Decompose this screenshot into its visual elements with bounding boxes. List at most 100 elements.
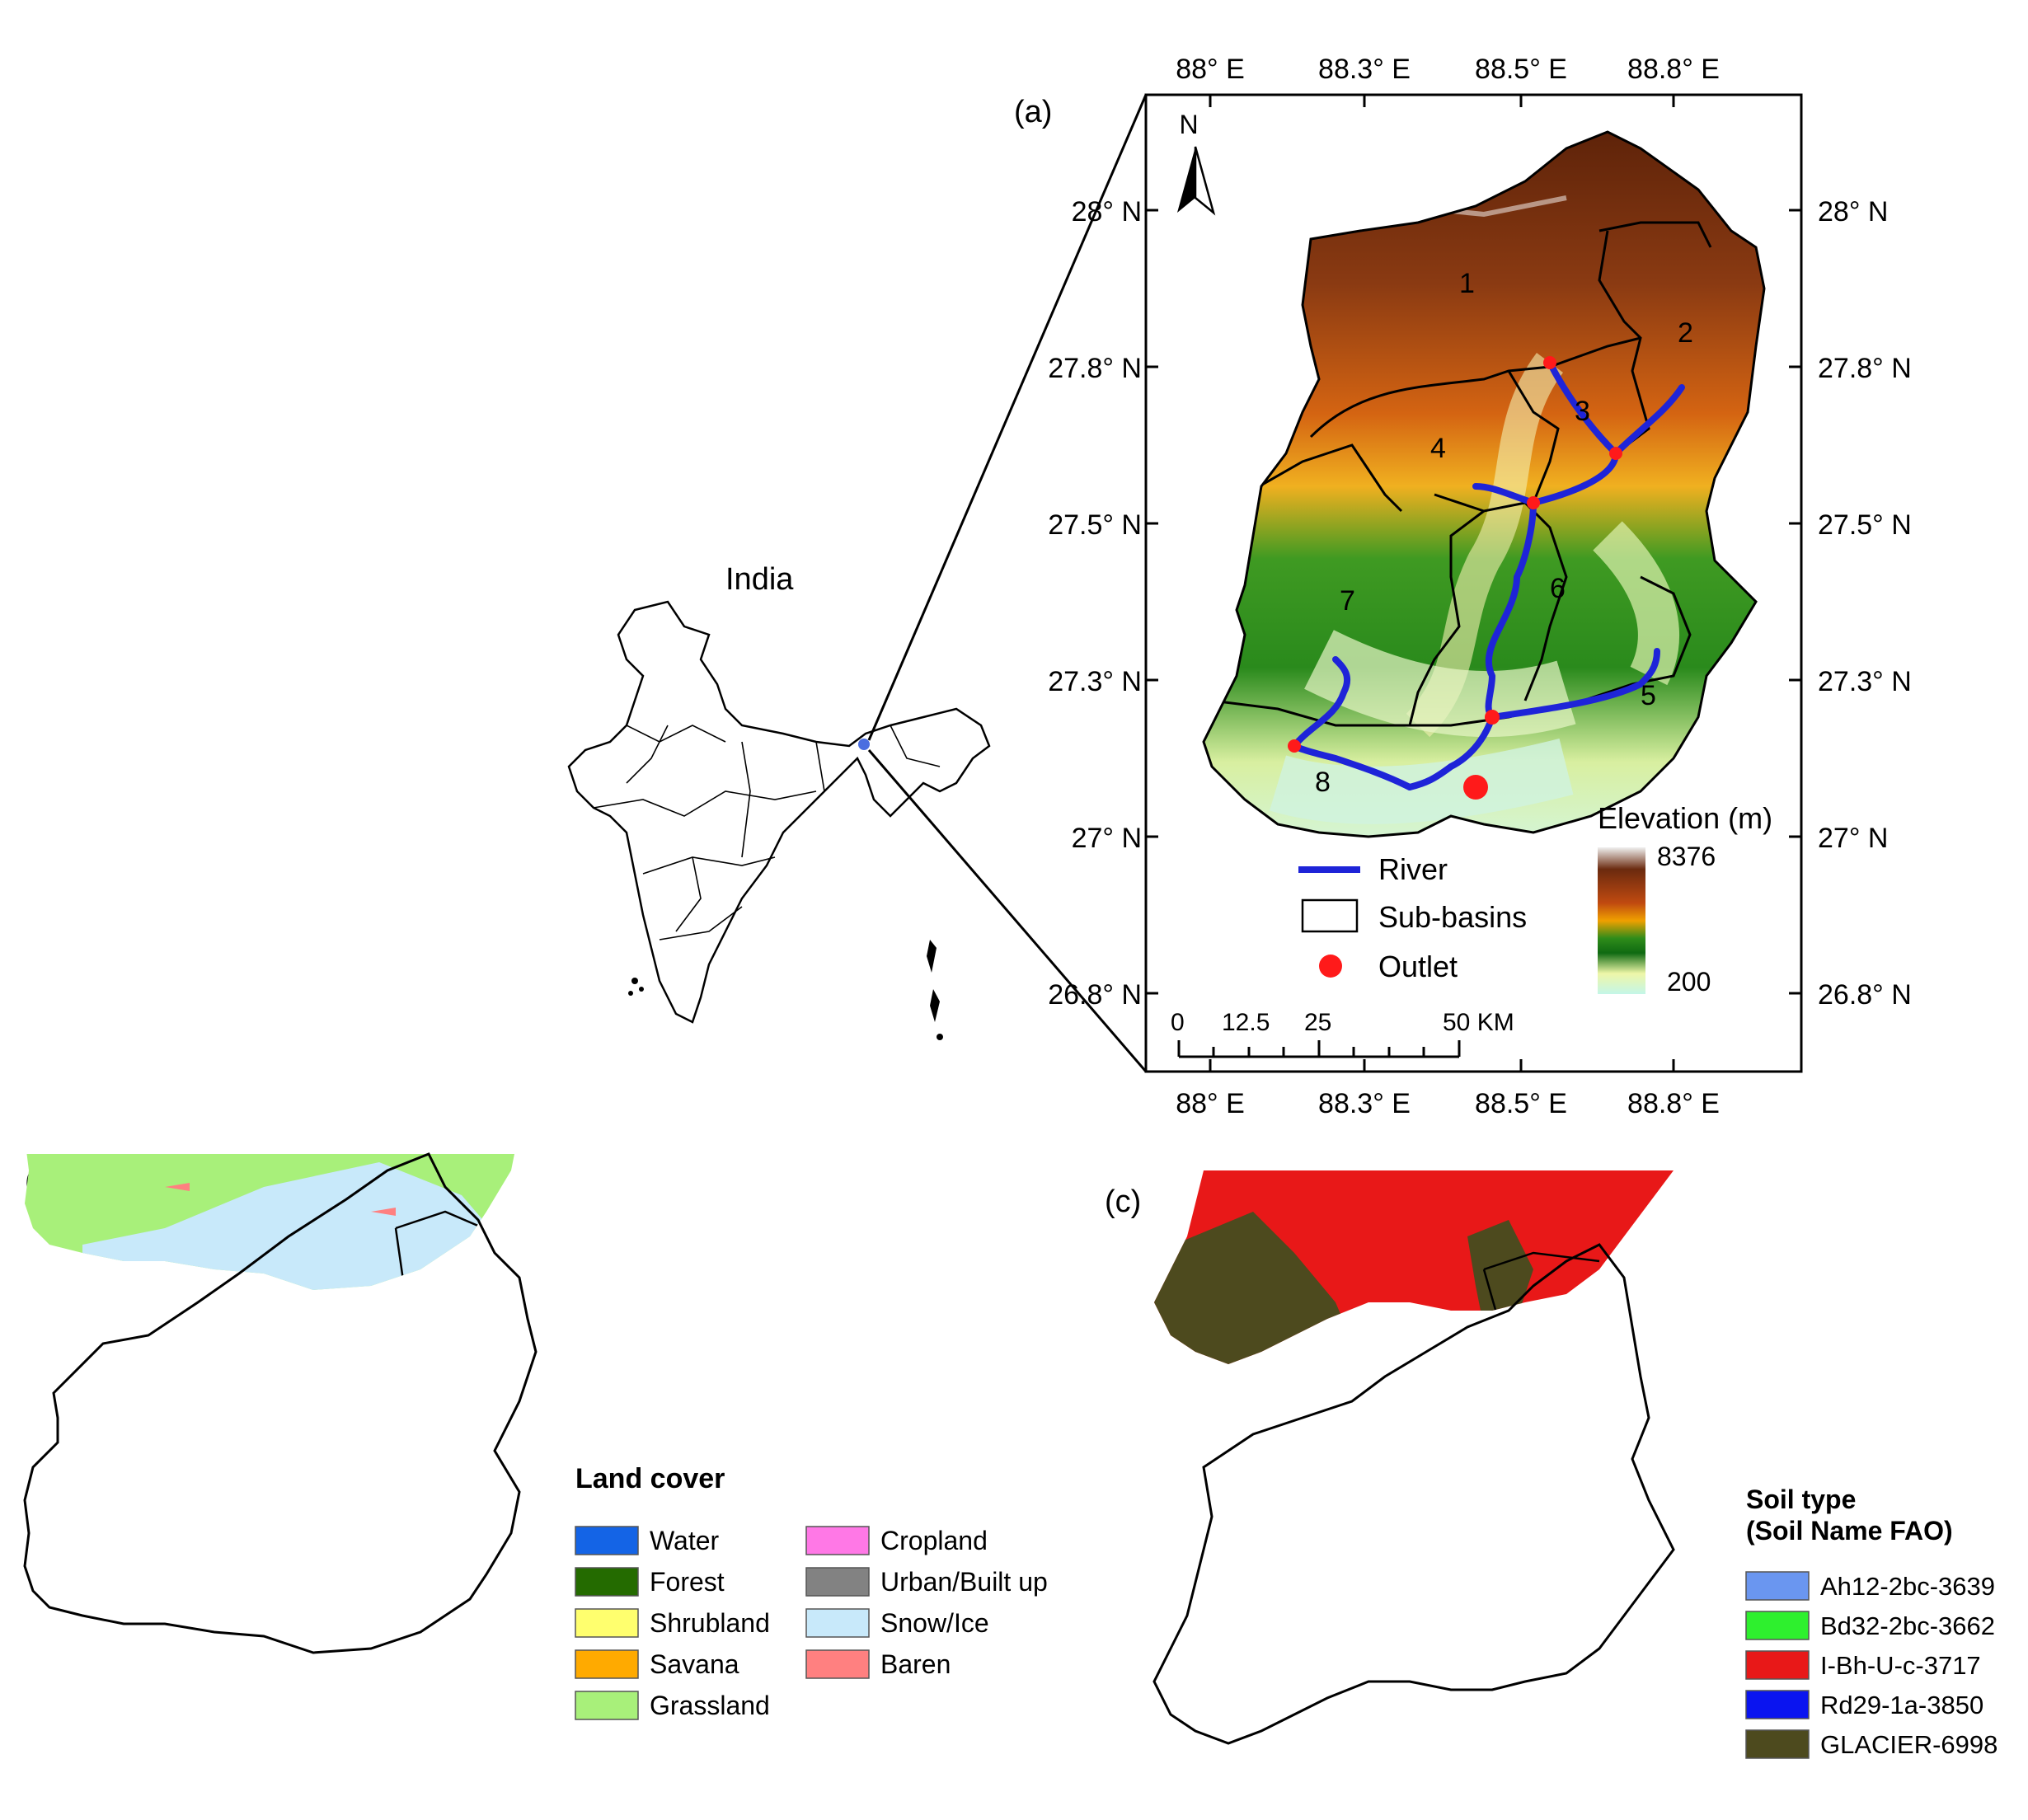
savana-patches: [165, 1562, 449, 1688]
latitude-ticks: 28° N 27.8° N 27.5° N 27.3° N 27° N 26.8…: [1048, 196, 1912, 1011]
soil-label-ibhu: I-Bh-U-c-3717: [1820, 1651, 1981, 1680]
subbasin-label: 4: [1430, 433, 1446, 464]
lat-tick-left: 27.3° N: [1048, 666, 1142, 697]
legend-label-urban: Urban/Built up: [880, 1567, 1048, 1597]
lat-tick-right: 26.8° N: [1818, 979, 1912, 1011]
soil-legend-title: Soil type: [1746, 1485, 1856, 1514]
legend-swatch-snow: [805, 1608, 870, 1638]
basin-outline: [1202, 130, 1766, 838]
land-cover-legend: Land cover Water Forest Shrubland Savana…: [575, 1463, 1048, 1720]
subbasin-label: 5: [1641, 680, 1656, 711]
panel-c: (c) Soil type (Soil Name FAO): [1105, 1170, 1997, 1759]
legend-label-cropland: Cropland: [880, 1526, 988, 1555]
lat-tick-left: 27.8° N: [1048, 353, 1142, 384]
state-boundaries: [593, 725, 941, 940]
land-cover-legend-title: Land cover: [575, 1463, 725, 1494]
lat-tick-right: 27° N: [1818, 823, 1888, 854]
lat-tick-left: 28° N: [1072, 196, 1142, 228]
scale-label: 25: [1304, 1009, 1331, 1036]
lon-tick-bottom: 88.8° E: [1627, 1088, 1720, 1119]
subbasin-legend-swatch: [1301, 898, 1359, 933]
map-legend: River Sub-basins Outlet Elevation (m) 83…: [1298, 801, 1772, 997]
longitude-ticks: 88° E 88.3° E 88.5° E 88.8° E 88° E 88.3…: [1176, 54, 1720, 1119]
soil-swatch-glacier: [1745, 1729, 1810, 1759]
subbasin-label: 1: [1459, 268, 1475, 299]
soil-swatch-rd29: [1745, 1690, 1810, 1719]
river-legend-label: River: [1378, 852, 1448, 886]
outlet-legend-swatch: [1319, 955, 1342, 978]
lat-tick-right: 27.8° N: [1818, 353, 1912, 384]
baren-patches: [165, 1183, 396, 1216]
zoom-line-top: [867, 94, 1148, 741]
lon-tick-top: 88.3° E: [1318, 54, 1411, 85]
legend-label-forest: Forest: [650, 1567, 725, 1597]
scale-label: 12.5: [1222, 1009, 1270, 1036]
india-inset: India: [567, 94, 1148, 1072]
elevation-legend-title: Elevation (m): [1598, 801, 1772, 835]
soil-swatch-bd32: [1745, 1611, 1810, 1640]
north-arrow-icon: N: [1177, 110, 1216, 216]
land-cover-raster: [25, 1154, 536, 1688]
scale-label: 0: [1171, 1009, 1185, 1036]
legend-label-baren: Baren: [880, 1649, 951, 1679]
lat-tick-left: 27° N: [1072, 823, 1142, 854]
soil-swatch-ah12: [1745, 1571, 1810, 1601]
lon-tick-top: 88° E: [1176, 54, 1245, 85]
subbasin-legend-label: Sub-basins: [1378, 900, 1527, 934]
soil-legend: Soil type (Soil Name FAO) Ah12-2bc-3639 …: [1745, 1485, 1997, 1759]
main-outlet: [1463, 775, 1488, 800]
scale-bar: 0 12.5 25 50 KM: [1171, 1009, 1514, 1058]
subbasin-label: 6: [1550, 573, 1566, 604]
scale-label: 50 KM: [1443, 1009, 1514, 1036]
soil-outline: [1152, 1243, 1675, 1745]
legend-swatch-baren: [805, 1649, 870, 1679]
lon-tick-top: 88.8° E: [1627, 54, 1720, 85]
lon-tick-top: 88.5° E: [1475, 54, 1567, 85]
soil-raster: [1154, 1170, 1674, 1364]
legend-label-shrubland: Shrubland: [650, 1608, 770, 1638]
islands: [628, 940, 943, 1040]
tick-marks: [1146, 95, 1801, 1072]
lon-tick-bottom: 88.5° E: [1475, 1088, 1567, 1119]
land-cover-outline: [23, 1152, 538, 1654]
panel-a: (a): [1014, 54, 1912, 1119]
legend-label-snow: Snow/Ice: [880, 1608, 989, 1638]
subbasin-label: 8: [1315, 767, 1331, 798]
panel-a-label: (a): [1014, 95, 1052, 129]
legend-col-2: Cropland Urban/Built up Snow/Ice Baren: [805, 1526, 1048, 1679]
scale-labels: 0 12.5 25 50 KM: [1171, 1009, 1514, 1036]
legend-col-1: Water Forest Shrubland Savana Grassland: [575, 1526, 770, 1720]
land-cover-subbasins: [394, 1210, 504, 1290]
soil-legend-subtitle: (Soil Name FAO): [1746, 1516, 1953, 1546]
soil-label-glacier: GLACIER-6998: [1820, 1730, 1997, 1759]
north-label: N: [1179, 110, 1198, 139]
lat-tick-right: 28° N: [1818, 196, 1888, 228]
study-area-marker: [858, 739, 870, 750]
lat-tick-right: 27.5° N: [1818, 509, 1912, 541]
legend-swatch-cropland: [805, 1526, 870, 1555]
lat-tick-left: 27.5° N: [1048, 509, 1142, 541]
soil-label-ah12: Ah12-2bc-3639: [1820, 1572, 1995, 1601]
soil-label-bd32: Bd32-2bc-3662: [1820, 1611, 1995, 1640]
outlet-legend-label: Outlet: [1378, 950, 1458, 983]
legend-swatch-shrubland: [575, 1608, 639, 1638]
legend-swatch-savana: [575, 1649, 639, 1679]
panel-b: (b): [23, 1152, 1048, 1720]
legend-swatch-grassland: [575, 1691, 639, 1720]
zoom-line-bottom: [867, 749, 1148, 1072]
panel-c-label: (c): [1105, 1184, 1141, 1219]
india-outline: [567, 600, 991, 1024]
subbasin-label: 7: [1340, 585, 1355, 617]
subbasin-labels: 1 2 3 4 5 6 7 8: [1315, 268, 1693, 798]
legend-swatch-water: [575, 1526, 639, 1555]
elevation-colorbar: [1598, 847, 1645, 994]
lat-tick-left: 26.8° N: [1048, 979, 1142, 1011]
outlets: [1288, 356, 1622, 800]
legend-swatch-urban: [805, 1567, 870, 1597]
soil-swatch-ibhu: [1745, 1650, 1810, 1680]
legend-label-savana: Savana: [650, 1649, 739, 1679]
lat-tick-right: 27.3° N: [1818, 666, 1912, 697]
cropland-patches: [99, 1591, 449, 1686]
legend-label-water: Water: [650, 1526, 720, 1555]
